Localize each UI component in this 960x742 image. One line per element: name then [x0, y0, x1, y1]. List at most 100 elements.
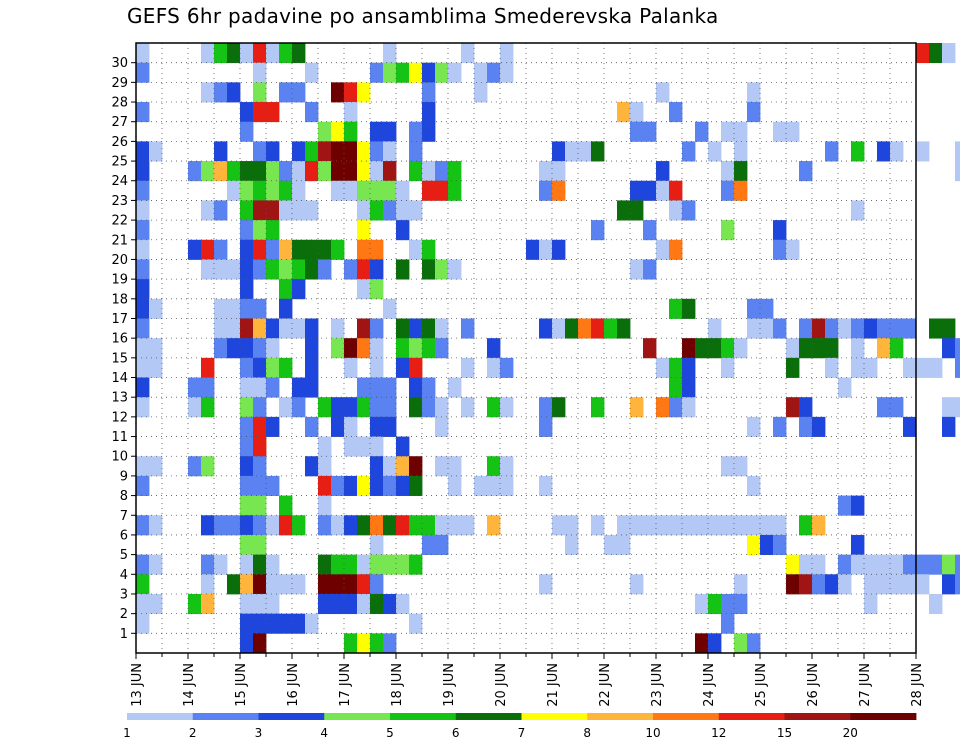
- heatmap-cell: [357, 259, 371, 280]
- heatmap-cell: [747, 515, 761, 536]
- heatmap-cell: [266, 475, 280, 496]
- heatmap-cell: [461, 515, 475, 536]
- y-tick-label: 18: [111, 292, 128, 307]
- heatmap-cell: [357, 397, 371, 418]
- y-tick-label: 1: [120, 627, 128, 642]
- heatmap-cell: [682, 338, 696, 359]
- heatmap-cell: [305, 259, 319, 280]
- heatmap-cell: [942, 574, 956, 595]
- heatmap-cell: [253, 62, 267, 83]
- heatmap-cell: [448, 377, 462, 398]
- heatmap-cell: [773, 220, 787, 241]
- heatmap-cell: [409, 357, 423, 378]
- heatmap-cell: [344, 357, 358, 378]
- heatmap-cell: [240, 338, 254, 359]
- heatmap-cell: [344, 102, 358, 123]
- heatmap-cell: [669, 180, 683, 201]
- heatmap-cell: [422, 338, 436, 359]
- heatmap-cell: [903, 318, 917, 339]
- heatmap-cell: [435, 180, 449, 201]
- heatmap-cell: [773, 416, 787, 437]
- heatmap-cell: [188, 377, 202, 398]
- heatmap-cell: [409, 62, 423, 83]
- heatmap-cell: [682, 298, 696, 319]
- heatmap-cell: [279, 495, 293, 516]
- x-tick-label: 19 JUN: [442, 663, 457, 707]
- heatmap-cell: [786, 239, 800, 260]
- heatmap-cell: [539, 475, 553, 496]
- heatmap-cell: [461, 43, 475, 64]
- heatmap-cell: [149, 141, 163, 162]
- heatmap-cell: [695, 338, 709, 359]
- heatmap-cell: [240, 220, 254, 241]
- heatmap-cell: [864, 593, 878, 615]
- heatmap-cell: [227, 161, 241, 182]
- heatmap-cell: [539, 239, 553, 260]
- heatmap-cell: [305, 613, 319, 634]
- heatmap-cell: [136, 515, 150, 536]
- heatmap-cell: [396, 62, 410, 83]
- y-tick-label: 24: [111, 174, 128, 189]
- heatmap-cell: [292, 613, 306, 634]
- heatmap-cell: [526, 239, 540, 260]
- heatmap-cell: [552, 397, 566, 418]
- heatmap-cell: [136, 613, 150, 634]
- heatmap-cell: [929, 43, 943, 64]
- heatmap-cell: [253, 593, 267, 615]
- heatmap-cell: [214, 239, 228, 260]
- heatmap-cell: [851, 318, 865, 339]
- heatmap-cell: [136, 141, 150, 162]
- heatmap-cell: [630, 515, 644, 536]
- heatmap-cell: [656, 180, 670, 201]
- colorbar-swatch: [258, 713, 325, 720]
- heatmap-cell: [890, 338, 904, 359]
- heatmap-cell: [214, 43, 228, 64]
- heatmap-cell: [487, 62, 501, 83]
- heatmap-cell: [461, 357, 475, 378]
- heatmap-cell: [305, 318, 319, 339]
- heatmap-cell: [500, 397, 514, 418]
- heatmap-cell: [266, 43, 280, 64]
- heatmap-cell: [136, 102, 150, 123]
- heatmap-cell: [747, 475, 761, 496]
- heatmap-cell: [149, 338, 163, 359]
- heatmap-cell: [253, 515, 267, 536]
- heatmap-cell: [565, 318, 579, 339]
- heatmap-cell: [227, 259, 241, 280]
- heatmap-cell: [331, 141, 345, 162]
- x-axis-ticks: 13 JUN 14 JUN 15 JUN 16 JUN 17 JUN 18 JUN 19 J…: [130, 653, 925, 707]
- heatmap-cell: [955, 357, 960, 378]
- heatmap-cell: [214, 338, 228, 359]
- heatmap-cell: [383, 62, 397, 83]
- colorbar-swatch: [390, 713, 457, 720]
- heatmap-cell: [357, 515, 371, 536]
- heatmap-cell: [721, 456, 735, 477]
- heatmap-cell: [409, 239, 423, 260]
- heatmap-cell: [747, 298, 761, 319]
- heatmap-cell: [734, 141, 748, 162]
- heatmap-cell: [617, 515, 631, 536]
- heatmap-cell: [630, 574, 644, 595]
- heatmap-cell: [331, 318, 345, 339]
- x-tick-label: 14 JUN: [182, 663, 197, 707]
- heatmap-cell: [799, 515, 813, 536]
- heatmap-cell: [838, 377, 852, 398]
- heatmap-cell: [370, 121, 384, 142]
- heatmap-cell: [786, 554, 800, 575]
- heatmap-cell: [370, 161, 384, 182]
- heatmap-cell: [864, 318, 878, 339]
- heatmap-cell: [344, 436, 358, 457]
- heatmap-cell: [773, 121, 787, 142]
- colorbar-label: 3: [255, 726, 263, 740]
- heatmap-cell: [747, 318, 761, 339]
- heatmap-cell: [136, 43, 150, 64]
- heatmap-cell: [630, 259, 644, 280]
- heatmap-cell: [266, 377, 280, 398]
- heatmap-cell: [292, 397, 306, 418]
- x-tick-label: 22 JUN: [598, 663, 613, 707]
- heatmap-cell: [916, 574, 930, 595]
- heatmap-cell: [604, 534, 618, 556]
- heatmap-cell: [370, 593, 384, 615]
- heatmap-cell: [136, 259, 150, 280]
- heatmap-cell: [318, 574, 332, 595]
